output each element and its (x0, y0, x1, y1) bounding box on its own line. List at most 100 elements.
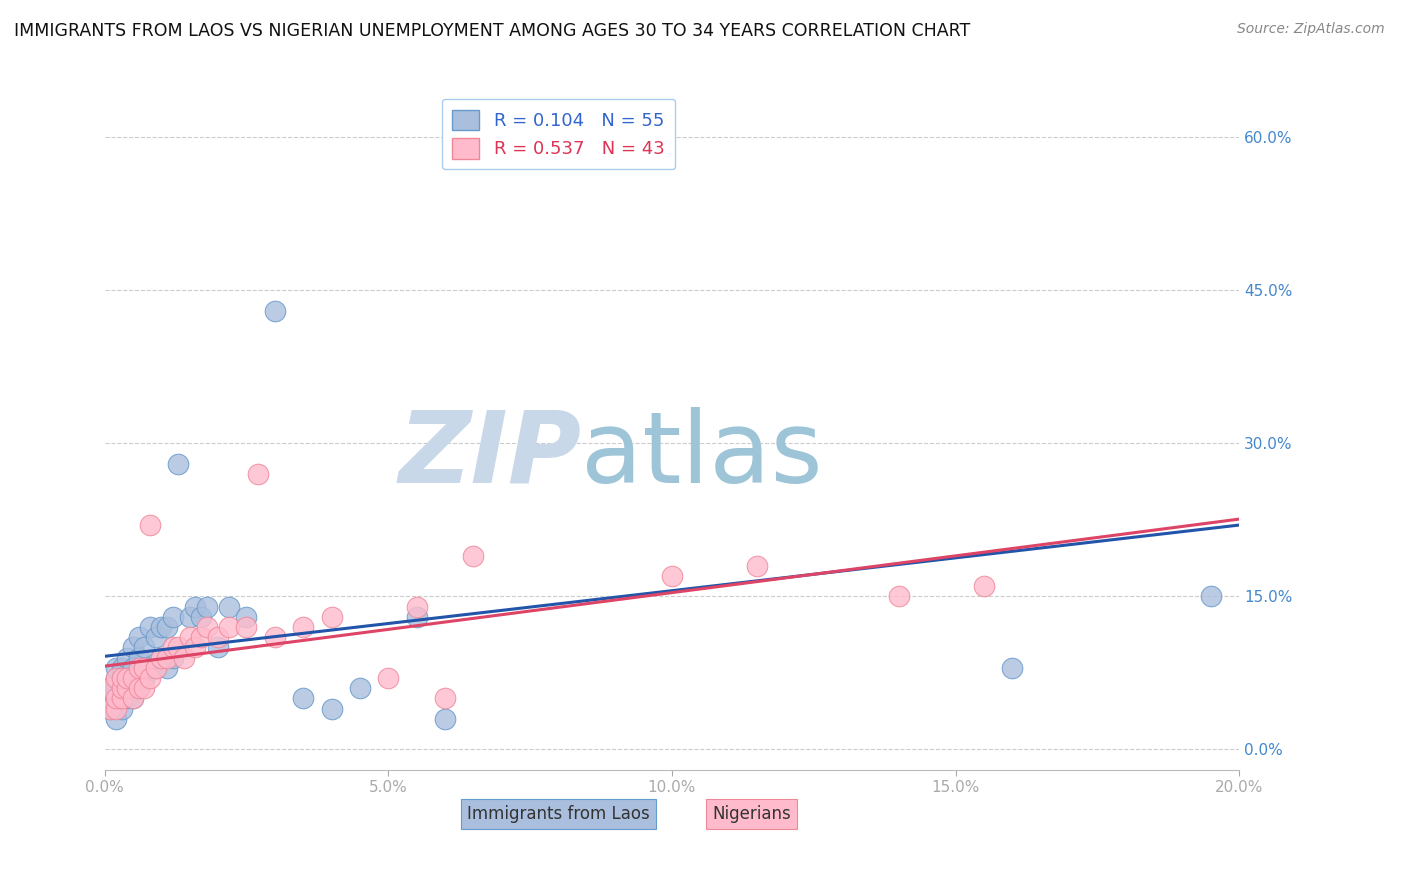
Point (111, 691, 134, 706)
Point (134, 640, 156, 655)
Point (111, 681, 134, 696)
Point (122, 671, 145, 685)
Point (128, 671, 150, 685)
Point (117, 650, 139, 665)
Point (128, 661, 150, 675)
Point (105, 671, 128, 685)
Point (190, 610, 212, 624)
Point (150, 620, 173, 634)
Point (128, 650, 150, 665)
Point (218, 620, 240, 634)
Point (162, 650, 184, 665)
Point (98, 701, 121, 715)
Point (128, 681, 150, 696)
Text: IMMIGRANTS FROM LAOS VS NIGERIAN UNEMPLOYMENT AMONG AGES 30 TO 34 YEARS CORRELAT: IMMIGRANTS FROM LAOS VS NIGERIAN UNEMPLO… (14, 22, 970, 40)
Legend: R = 0.104   N = 55, R = 0.537   N = 43: R = 0.104 N = 55, R = 0.537 N = 43 (441, 99, 675, 169)
Point (117, 691, 139, 706)
Point (235, 620, 257, 634)
Point (117, 671, 139, 685)
Point (184, 640, 207, 655)
Point (321, 610, 343, 624)
Point (973, 579, 995, 593)
Point (150, 650, 173, 665)
Point (321, 701, 343, 715)
Point (122, 640, 145, 655)
Point (263, 630, 285, 644)
Point (111, 691, 134, 706)
Text: ZIP: ZIP (398, 407, 581, 504)
Text: Immigrants from Laos: Immigrants from Laos (467, 805, 650, 823)
Point (117, 671, 139, 685)
Point (235, 610, 257, 624)
Point (105, 671, 128, 685)
Point (122, 691, 145, 706)
Point (150, 650, 173, 665)
Point (139, 671, 162, 685)
Point (463, 110, 485, 124)
Point (179, 630, 201, 644)
Point (292, 691, 315, 706)
Point (661, 569, 683, 583)
Point (98, 681, 121, 696)
Point (405, 599, 427, 614)
Point (218, 599, 240, 614)
Point (98, 691, 121, 706)
Point (139, 620, 162, 634)
Point (434, 712, 457, 726)
Point (195, 620, 218, 634)
Point (179, 610, 201, 624)
Point (745, 558, 768, 573)
Point (117, 681, 139, 696)
Point (98, 681, 121, 696)
Point (111, 671, 134, 685)
Point (105, 681, 128, 696)
Point (434, 691, 457, 706)
Point (139, 518, 162, 533)
Point (263, 303, 285, 318)
Point (167, 640, 190, 655)
Point (145, 661, 167, 675)
Point (156, 620, 179, 634)
Point (105, 701, 128, 715)
Point (122, 661, 145, 675)
Point (98, 701, 121, 715)
Point (145, 630, 167, 644)
Point (190, 630, 212, 644)
Point (105, 691, 128, 706)
Point (128, 630, 150, 644)
Point (122, 691, 145, 706)
Point (134, 671, 156, 685)
Point (117, 681, 139, 696)
Point (105, 691, 128, 706)
Point (292, 620, 315, 634)
Point (105, 712, 128, 726)
Point (207, 630, 229, 644)
Point (1199, 590, 1222, 604)
Point (887, 590, 910, 604)
Point (377, 671, 399, 685)
Point (207, 640, 229, 655)
Point (105, 661, 128, 675)
Point (134, 661, 156, 675)
Point (111, 681, 134, 696)
Text: atlas: atlas (581, 407, 823, 504)
Point (173, 650, 195, 665)
Point (111, 701, 134, 715)
Point (405, 610, 427, 624)
Point (111, 661, 134, 675)
Point (111, 671, 134, 685)
Point (134, 681, 156, 696)
Point (134, 661, 156, 675)
Text: Nigerians: Nigerians (711, 805, 790, 823)
Point (156, 661, 179, 675)
Point (184, 599, 207, 614)
Point (145, 661, 167, 675)
Point (1001, 661, 1024, 675)
Point (162, 610, 184, 624)
Point (246, 467, 269, 481)
Point (162, 640, 184, 655)
Point (156, 650, 179, 665)
Point (139, 661, 162, 675)
Text: Source: ZipAtlas.com: Source: ZipAtlas.com (1237, 22, 1385, 37)
Point (128, 681, 150, 696)
